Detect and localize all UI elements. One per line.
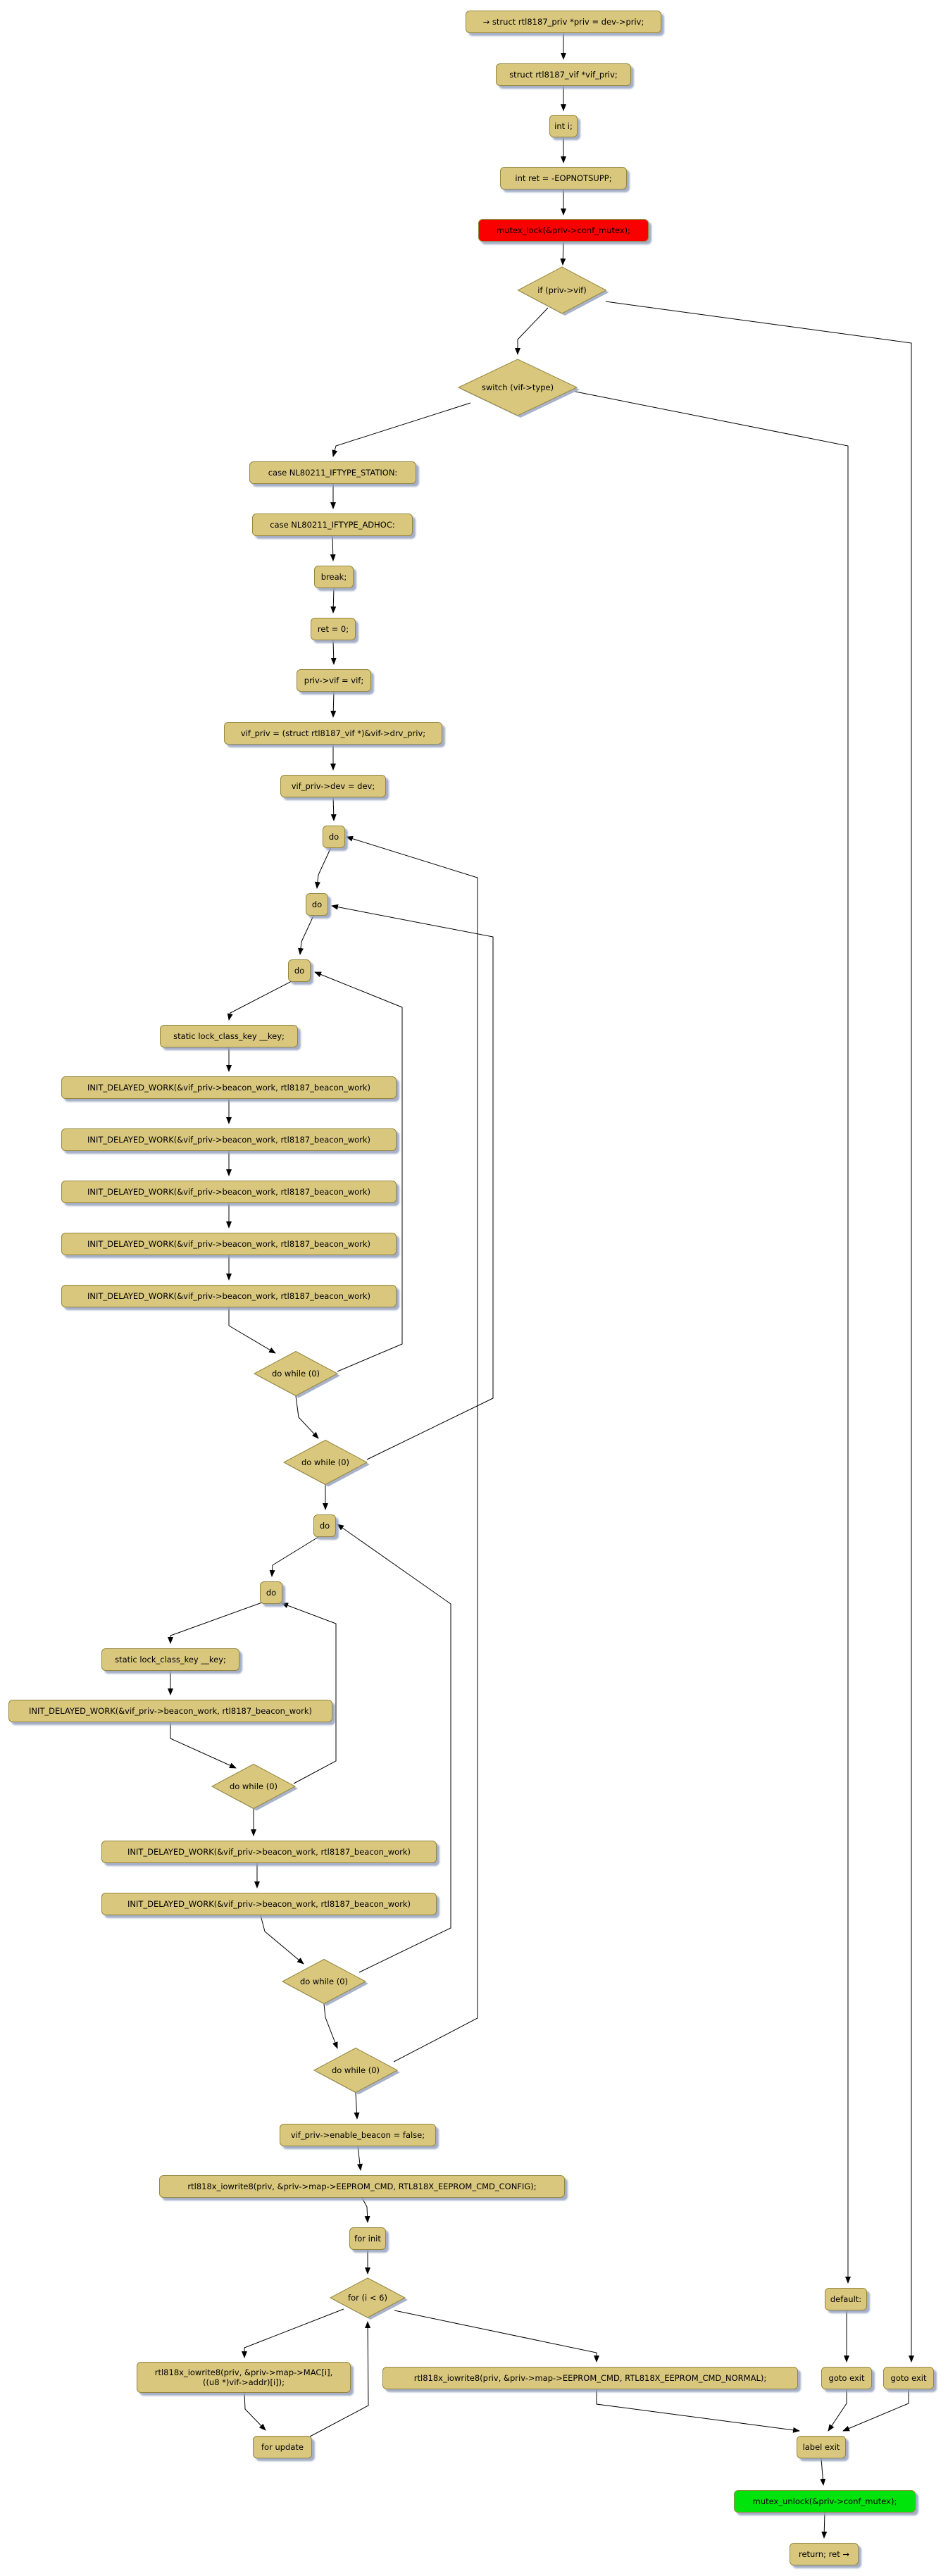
node-iowrite-config: rtl818x_iowrite8(priv, &priv->map->EEPRO… — [159, 2175, 565, 2198]
node-mutex-lock: mutex_lock(&priv->conf_mutex); — [478, 219, 649, 242]
node-lock-class-key-2: static lock_class_key __key; — [101, 1648, 239, 1671]
diamond-do-while-4 — [281, 1958, 367, 2005]
diamond-do-while-5 — [313, 2047, 399, 2093]
diamond-do-while-2 — [282, 1439, 368, 1486]
diamond-switch — [457, 359, 578, 416]
node-iowrite-mac: rtl818x_iowrite8(priv, &priv->map->MAC[i… — [137, 2362, 351, 2393]
label-do-while-2: do while (0) — [301, 1457, 350, 1467]
node-lock-class-key-1: static lock_class_key __key; — [160, 1025, 298, 1047]
node-init-delayed-work-3: INIT_DELAYED_WORK(&vif_priv->beacon_work… — [61, 1181, 397, 1203]
node-ret-zero: ret = 0; — [311, 618, 356, 640]
node-case-adhoc: case NL80211_IFTYPE_ADHOC: — [252, 514, 413, 536]
node-do-5: do — [260, 1581, 282, 1604]
node-init-delayed-work-6: INIT_DELAYED_WORK(&vif_priv->beacon_work… — [8, 1700, 332, 1722]
label-do-while-1: do while (0) — [271, 1369, 320, 1379]
diamond-if — [517, 266, 607, 314]
node-for-init: for init — [349, 2227, 386, 2250]
node-declare-ret: int ret = -EOPNOTSUPP; — [500, 167, 627, 189]
node-vif-priv-cast: vif_priv = (struct rtl8187_vif *)&vif->d… — [224, 722, 442, 745]
node-vif-priv-dev: vif_priv->dev = dev; — [280, 775, 386, 797]
diamond-do-while-3 — [211, 1763, 297, 1810]
node-case-station: case NL80211_IFTYPE_STATION: — [249, 461, 416, 484]
node-goto-exit-1: goto exit — [821, 2367, 872, 2389]
node-do-3: do — [288, 959, 311, 982]
label-do-while-4: do while (0) — [299, 1977, 349, 1986]
flow-edges — [168, 33, 914, 2539]
node-init-delayed-work-4: INIT_DELAYED_WORK(&vif_priv->beacon_work… — [61, 1233, 397, 1255]
node-default: default: — [825, 2288, 867, 2310]
node-init-delayed-work-7: INIT_DELAYED_WORK(&vif_priv->beacon_work… — [101, 1841, 437, 1863]
node-init-delayed-work-1: INIT_DELAYED_WORK(&vif_priv->beacon_work… — [61, 1076, 397, 1099]
node-enable-beacon: vif_priv->enable_beacon = false; — [280, 2124, 436, 2146]
label-switch: switch (vif->type) — [481, 382, 554, 392]
label-do-while-3: do while (0) — [229, 1781, 278, 1791]
node-do-4: do — [313, 1514, 336, 1537]
node-declare-i: int i; — [549, 115, 578, 137]
label-for-cond: for (i < 6) — [348, 2293, 387, 2303]
node-init-delayed-work-5: INIT_DELAYED_WORK(&vif_priv->beacon_work… — [61, 1285, 397, 1307]
diamond-for-cond — [329, 2277, 406, 2318]
node-priv-vif-assign: priv->vif = vif; — [297, 669, 371, 692]
node-do-1: do — [323, 826, 345, 848]
node-init-delayed-work-2: INIT_DELAYED_WORK(&vif_priv->beacon_work… — [61, 1128, 397, 1151]
node-for-update: for update — [253, 2436, 312, 2458]
node-init-delayed-work-8: INIT_DELAYED_WORK(&vif_priv->beacon_work… — [101, 1893, 437, 1915]
node-break: break; — [314, 566, 354, 588]
node-goto-exit-2: goto exit — [883, 2367, 934, 2389]
node-label-exit: label exit — [797, 2436, 846, 2458]
node-iowrite-normal: rtl818x_iowrite8(priv, &priv->map->EEPRO… — [382, 2367, 798, 2389]
node-entry: → struct rtl8187_priv *priv = dev->priv; — [466, 11, 661, 33]
node-return: return; ret → — [790, 2543, 859, 2565]
node-mutex-unlock: mutex_unlock(&priv->conf_mutex); — [734, 2490, 916, 2513]
node-do-2: do — [306, 893, 328, 916]
diamond-do-while-1 — [253, 1350, 339, 1397]
diamond-nodes — [211, 266, 607, 2318]
label-if: if (priv->vif) — [537, 285, 587, 295]
node-declare-vif-priv: struct rtl8187_vif *vif_priv; — [496, 63, 631, 86]
label-do-while-5: do while (0) — [331, 2065, 380, 2075]
